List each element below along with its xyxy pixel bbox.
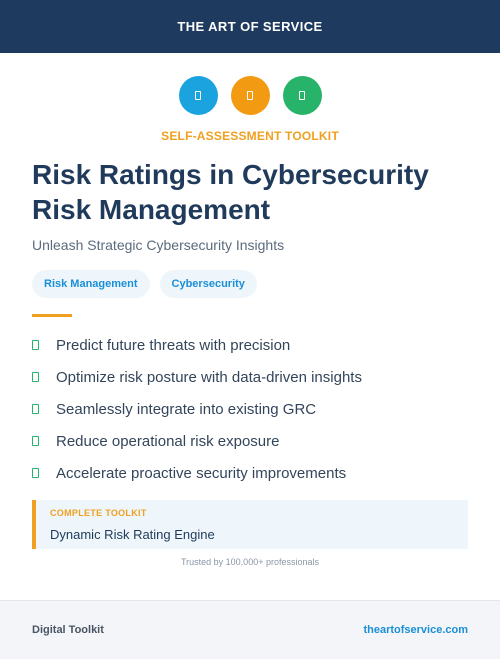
callout-text: Dynamic Risk Rating Engine: [50, 527, 215, 542]
list-item: Accelerate proactive security improvemen…: [32, 457, 472, 489]
toolkit-kicker: SELF-ASSESSMENT TOOLKIT: [161, 129, 339, 143]
lock-icon: [282, 76, 322, 115]
shield-icon: [178, 76, 218, 115]
check-icon: [32, 468, 39, 478]
header-bar: THE ART OF SERVICE: [0, 0, 500, 53]
list-item: Reduce operational risk exposure: [32, 425, 472, 457]
check-icon: [32, 340, 39, 350]
footer-label: Digital Toolkit: [32, 624, 104, 636]
page-subtitle: Unleash Strategic Cybersecurity Insights: [32, 237, 285, 253]
trust-note: Trusted by 100,000+ professionals: [180, 557, 319, 567]
list-item: Seamlessly integrate into existing GRC: [32, 393, 472, 425]
check-icon: [32, 404, 39, 414]
toolkit-callout: COMPLETE TOOLKIT Dynamic Risk Rating Eng…: [32, 500, 468, 549]
feature-text: Optimize risk posture with data-driven i…: [56, 368, 362, 386]
list-item: Predict future threats with precision: [32, 329, 472, 361]
website-link[interactable]: theartofservice.com: [363, 624, 468, 636]
feature-text: Accelerate proactive security improvemen…: [56, 464, 347, 482]
feature-list: Predict future threats with precision Op…: [32, 329, 472, 489]
feature-text: Predict future threats with precision: [56, 336, 291, 354]
page-title: Risk Ratings in Cybersecurity Risk Manag…: [32, 159, 429, 225]
brand-title: THE ART OF SERVICE: [177, 19, 323, 34]
feature-text: Seamlessly integrate into existing GRC: [56, 400, 317, 418]
accent-divider: [32, 314, 72, 317]
tag-list: Risk Management Cybersecurity: [32, 270, 257, 298]
tag-risk-management[interactable]: Risk Management: [32, 270, 150, 298]
callout-label: COMPLETE TOOLKIT: [50, 508, 147, 518]
tag-cybersecurity[interactable]: Cybersecurity: [159, 270, 257, 298]
chart-icon: [230, 76, 270, 115]
feature-text: Reduce operational risk exposure: [56, 432, 280, 450]
list-item: Optimize risk posture with data-driven i…: [32, 361, 472, 393]
check-icon: [32, 436, 39, 446]
footer-bar: Digital Toolkit theartofservice.com: [0, 600, 500, 659]
check-icon: [32, 372, 39, 382]
icon-row: [0, 76, 500, 115]
